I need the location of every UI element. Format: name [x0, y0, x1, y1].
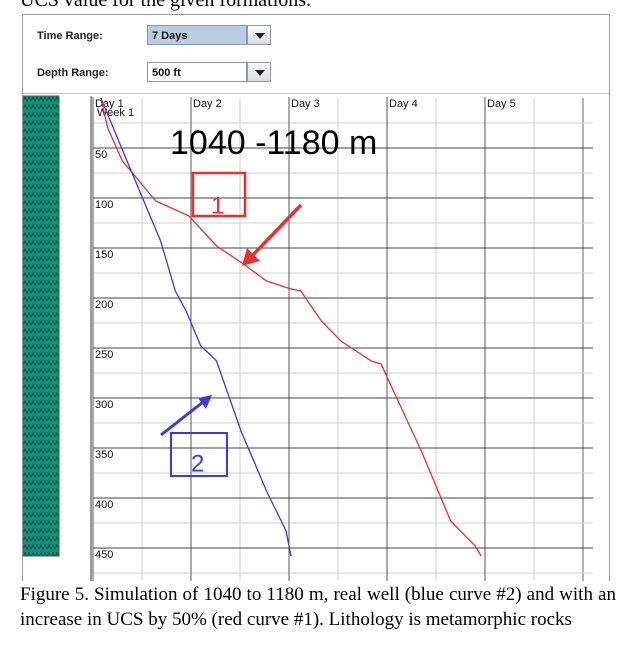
- y-tick-label: 50: [95, 149, 107, 161]
- app-window: Time Range: 7 Days Depth Range: 500 ft D…: [22, 14, 610, 581]
- y-tick-label: 450: [95, 549, 113, 561]
- arrowhead: [242, 248, 260, 266]
- y-tick-label: 350: [95, 449, 113, 461]
- x-tick-label: Day 5: [487, 98, 516, 110]
- dropdown-button[interactable]: [247, 62, 271, 82]
- y-tick-label: 200: [95, 299, 113, 311]
- x-tick-label: Day 2: [193, 98, 222, 110]
- dropdown-button[interactable]: [247, 25, 271, 45]
- annotation: 2: [191, 450, 204, 477]
- header-text: UCS value for the given formations.: [20, 0, 312, 11]
- lithology-border: [23, 95, 60, 557]
- annotation: 1040 -1180 m: [170, 124, 377, 162]
- annotation: 1: [211, 192, 224, 219]
- annotation-box: [170, 432, 228, 477]
- annotation-arrow: [160, 400, 204, 437]
- data-line: [100, 97, 292, 557]
- y-tick-label: 400: [95, 499, 113, 511]
- time-range-dropdown[interactable]: 7 Days: [147, 25, 247, 45]
- caption: Figure 5. Simulation of 1040 to 1180 m, …: [20, 584, 616, 630]
- x-tick-label: Day 4: [389, 98, 418, 110]
- depth-range-dropdown[interactable]: 500 ft: [147, 62, 247, 82]
- y-tick-label: 300: [95, 399, 113, 411]
- lithology-column: [23, 96, 59, 556]
- y-tick-label: 100: [95, 199, 113, 211]
- week-label: Week 1: [97, 107, 134, 119]
- y-tick-label: 250: [95, 349, 113, 361]
- arrowhead: [198, 395, 212, 409]
- annotation-box: [191, 171, 247, 218]
- depth-range-label: Depth Range:: [37, 67, 109, 79]
- separator: [23, 93, 609, 94]
- time-range-label: Time Range:: [37, 30, 103, 42]
- y-tick-label: 150: [95, 249, 113, 261]
- annotation-arrow: [249, 203, 303, 259]
- data-line: [100, 97, 482, 557]
- x-tick-label: Day 3: [291, 98, 320, 110]
